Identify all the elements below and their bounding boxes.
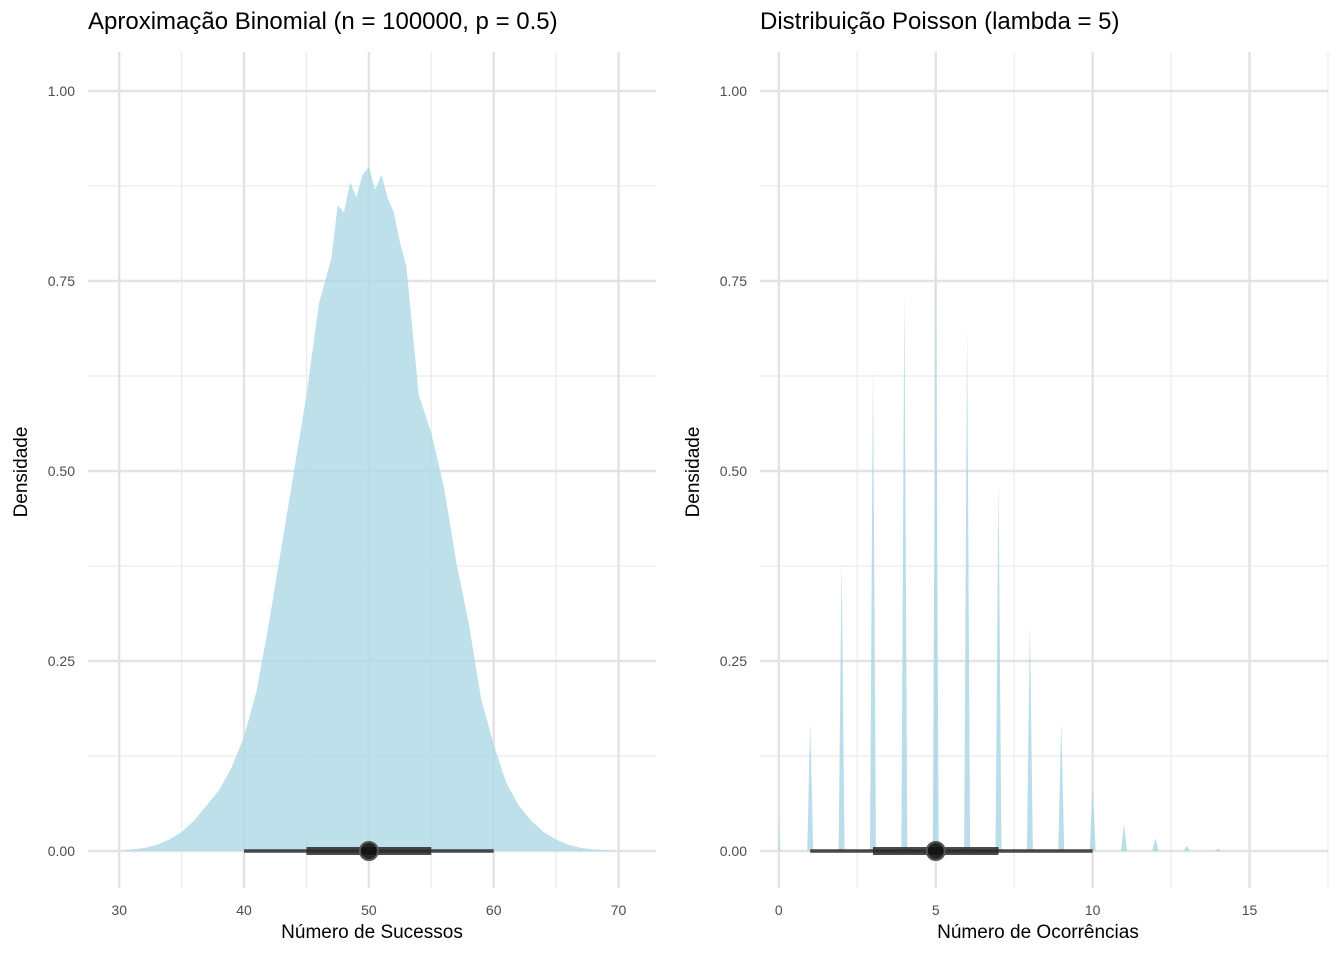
binomial-panel: Aproximação Binomial (n = 100000, p = 0.… (11, 8, 656, 943)
binomial-y-tick-label: 0.25 (48, 653, 75, 669)
poisson-density-spike (1058, 721, 1065, 851)
binomial-point-estimate (358, 841, 379, 861)
poisson-density-spike (1089, 786, 1096, 851)
poisson-density-spike (1121, 823, 1128, 851)
poisson-y-tick-label: 0.00 (720, 843, 747, 859)
poisson-y-axis-label: Densidade (683, 426, 704, 518)
poisson-density-spike (995, 478, 1002, 851)
poisson-density-spike (838, 562, 845, 851)
binomial-chart-title: Aproximação Binomial (n = 100000, p = 0.… (88, 8, 558, 35)
poisson-density-spike (932, 243, 939, 851)
binomial-x-axis-label: Número de Sucessos (281, 922, 463, 943)
poisson-panel: Distribuição Poisson (lambda = 5) 0 5 10 15… (672, 0, 1344, 960)
poisson-x-axis-label: Número de Ocorrências (937, 922, 1139, 943)
poisson-density-spike (964, 326, 971, 852)
poisson-x-tick-label: 15 (1242, 902, 1258, 918)
binomial-density-area (119, 167, 619, 851)
poisson-point-estimate (925, 841, 946, 861)
binomial-chart: 30 40 50 60 70 0.00 0.25 0.50 0.75 1.00 (48, 52, 656, 918)
binomial-y-tick-label: 0.00 (48, 843, 75, 859)
poisson-y-tick-label: 1.00 (720, 83, 747, 99)
poisson-density-spike (778, 813, 781, 851)
poisson-y-tick-label: 0.25 (720, 653, 747, 669)
binomial-x-tick-label: 50 (361, 902, 377, 918)
binomial-x-tick-label: 70 (611, 902, 627, 918)
poisson-chart-title: Distribuição Poisson (lambda = 5) (760, 8, 1120, 35)
binomial-y-tick-label: 1.00 (48, 83, 75, 99)
binomial-y-tick-label: 0.50 (48, 463, 75, 479)
poisson-x-tick-label: 0 (775, 902, 783, 918)
poisson-y-tick-label: 0.50 (720, 463, 747, 479)
poisson-density-spike (1215, 848, 1222, 851)
poisson-density-spike (901, 288, 908, 852)
poisson-y-tick-label: 0.75 (720, 273, 747, 289)
binomial-x-tick-label: 40 (236, 902, 252, 918)
poisson-density-spike (869, 364, 876, 851)
poisson-x-tick-label: 10 (1085, 902, 1101, 918)
binomial-y-axis-label: Densidade (11, 426, 32, 518)
binomial-y-tick-label: 0.75 (48, 273, 75, 289)
poisson-x-tick-label: 5 (932, 902, 940, 918)
poisson-density-spike (1152, 838, 1159, 851)
poisson-chart: 0 5 10 15 0.00 0.25 0.50 0.75 1.00 (720, 52, 1329, 918)
poisson-density-spike (1183, 845, 1190, 851)
poisson-density-spike (807, 721, 814, 851)
poisson-density-spike (1026, 623, 1033, 851)
binomial-x-tick-label: 30 (111, 902, 127, 918)
binomial-x-tick-label: 60 (486, 902, 502, 918)
